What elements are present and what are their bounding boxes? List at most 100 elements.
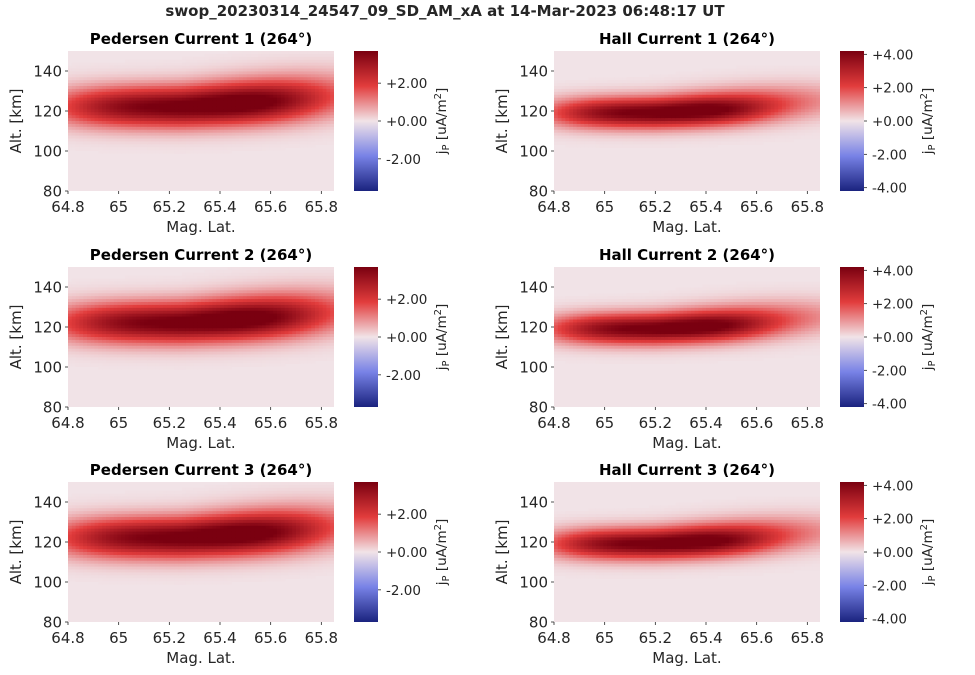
heatmap-cell — [113, 290, 118, 294]
heatmap-cell — [151, 138, 156, 143]
heatmap-cell — [182, 106, 187, 110]
heatmap-cell — [717, 74, 722, 78]
heatmap-cell — [144, 126, 149, 131]
heatmap-cell — [147, 339, 153, 344]
heatmap-cell — [75, 88, 80, 93]
heatmap-cell — [204, 88, 210, 93]
heatmap-cell — [713, 144, 718, 148]
heatmap-cell — [315, 141, 320, 145]
heatmap-cell — [660, 138, 665, 143]
heatmap-cell — [132, 354, 137, 359]
heatmap-cell — [159, 331, 164, 335]
heatmap-cell — [812, 88, 817, 93]
heatmap-cell — [709, 112, 715, 116]
heatmap-cell — [706, 91, 711, 96]
heatmap-cell — [261, 62, 267, 67]
heatmap-cell — [79, 94, 84, 99]
heatmap-cell — [106, 348, 111, 353]
heatmap-cell — [258, 51, 263, 55]
heatmap-cell — [747, 123, 753, 128]
heatmap-cell — [140, 68, 145, 73]
heatmap-cell — [296, 62, 301, 67]
heatmap-cell — [565, 88, 570, 93]
heatmap-cell — [804, 126, 810, 131]
heatmap-cell — [261, 100, 267, 105]
heatmap-cell — [94, 337, 99, 341]
heatmap-cell — [698, 106, 703, 110]
heatmap-cell — [645, 91, 650, 96]
heatmap-cell — [227, 109, 232, 113]
heatmap-cell — [557, 121, 563, 125]
heatmap-cell — [94, 360, 99, 364]
heatmap-cell — [155, 284, 160, 289]
heatmap-cell — [250, 65, 255, 70]
heatmap-cell — [140, 121, 145, 125]
heatmap-cell — [284, 123, 289, 128]
heatmap-cell — [109, 313, 115, 318]
heatmap-cell — [292, 86, 297, 90]
heatmap-cell — [204, 71, 210, 75]
heatmap-cell — [630, 100, 635, 105]
heatmap-cell — [151, 129, 156, 134]
heatmap-cell — [231, 103, 236, 108]
heatmap-cell — [106, 112, 111, 116]
heatmap-cell — [170, 147, 175, 151]
heatmap-cell — [178, 138, 183, 143]
heatmap-cell — [223, 147, 229, 151]
heatmap-cell — [812, 103, 817, 108]
heatmap-cell — [185, 94, 191, 99]
heatmap-cell — [117, 86, 122, 90]
heatmap-cell — [656, 94, 661, 99]
heatmap-cell — [235, 106, 240, 110]
heatmap-cell — [75, 293, 80, 297]
heatmap-cell — [79, 65, 84, 70]
heatmap-cell — [109, 141, 115, 145]
heatmap-cell — [709, 91, 715, 96]
heatmap-cell — [125, 91, 130, 96]
colorbar-tick-label: +0.00 — [872, 114, 913, 130]
heatmap-cell — [254, 97, 259, 102]
heatmap-cell — [71, 112, 77, 116]
heatmap-cell — [603, 135, 608, 140]
heatmap-cell — [599, 86, 604, 90]
heatmap-cell — [204, 121, 210, 125]
heatmap-cell — [98, 141, 103, 145]
heatmap-cell — [292, 106, 297, 110]
heatmap-cell — [770, 126, 775, 131]
heatmap-cell — [151, 83, 156, 87]
heatmap-cell — [801, 103, 806, 108]
heatmap-cell — [223, 150, 229, 154]
heatmap-cell — [109, 88, 115, 93]
heatmap-cell — [812, 112, 817, 116]
heatmap-cell — [102, 357, 107, 361]
heatmap-cell — [235, 103, 240, 108]
heatmap-cell — [113, 83, 118, 87]
heatmap-cell — [732, 100, 737, 105]
heatmap-cell — [751, 123, 756, 128]
heatmap-cell — [265, 51, 270, 55]
heatmap-cell — [71, 100, 77, 105]
heatmap-cell — [94, 86, 99, 90]
heatmap-cell — [189, 91, 194, 96]
heatmap-cell — [265, 56, 270, 61]
heatmap-cell — [668, 129, 673, 134]
heatmap-cell — [242, 80, 248, 84]
heatmap-cell — [182, 118, 187, 122]
heatmap-cell — [280, 141, 286, 145]
heatmap-cell — [71, 91, 77, 96]
heatmap-cell — [250, 62, 255, 67]
heatmap-cell — [147, 345, 153, 350]
heatmap-cell — [174, 299, 179, 303]
heatmap-cell — [155, 325, 160, 329]
heatmap-cell — [235, 97, 240, 102]
heatmap-cell — [87, 109, 92, 113]
heatmap-cell — [668, 112, 673, 116]
heatmap-cell — [239, 88, 244, 93]
heatmap-cell — [785, 109, 791, 113]
heatmap-cell — [763, 94, 768, 99]
heatmap-cell — [751, 138, 756, 143]
heatmap-cell — [193, 138, 198, 143]
heatmap-cell — [75, 325, 80, 329]
heatmap-cell — [557, 135, 563, 140]
heatmap-cell — [68, 302, 73, 306]
